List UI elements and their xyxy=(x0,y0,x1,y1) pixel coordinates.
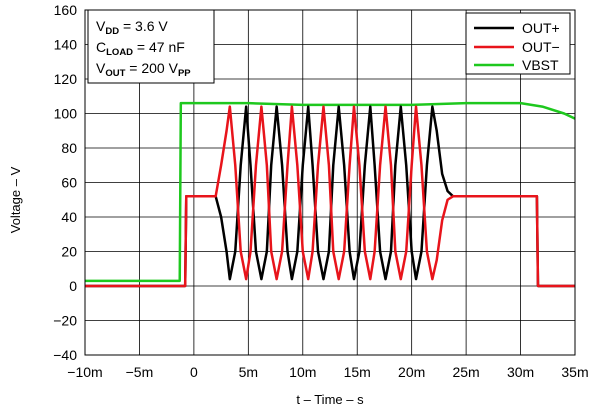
legend-label-vbst: VBST xyxy=(522,57,559,73)
x-axis-label: t – Time – s xyxy=(296,392,364,407)
legend-label-out-plus: OUT+ xyxy=(522,20,560,36)
y-tick-label: 60 xyxy=(61,175,77,191)
x-tick-label: 5m xyxy=(239,364,258,380)
x-tick-label: 15m xyxy=(344,364,371,380)
series-line-vbst xyxy=(85,101,576,283)
annotation-vdd: VDD = 3.6 V xyxy=(96,18,168,37)
y-tick-label: 40 xyxy=(61,209,77,225)
y-tick-label: 160 xyxy=(54,2,78,18)
x-tick-label: 0 xyxy=(190,364,198,380)
y-tick-label: −20 xyxy=(53,313,77,329)
y-tick-label: −40 xyxy=(53,347,77,363)
plot-frame xyxy=(84,9,576,356)
y-tick-label: 100 xyxy=(54,106,78,122)
x-tick-label: 25m xyxy=(452,364,479,380)
y-tick-labels: −40 −20 0 20 40 60 80 100 120 140 160 xyxy=(53,2,77,363)
y-tick-label: 120 xyxy=(54,71,78,87)
y-tick-label: 20 xyxy=(61,244,77,260)
x-tick-label: −5m xyxy=(126,364,154,380)
series-line-out-minus xyxy=(85,105,575,288)
x-tick-label: 20m xyxy=(398,364,425,380)
y-tick-label: 0 xyxy=(69,278,77,294)
series-lines xyxy=(85,101,576,288)
x-tick-label: −10m xyxy=(67,364,102,380)
annotation-box-frame xyxy=(87,9,215,84)
annotation-box: VDD = 3.6 V CLOAD = 47 nF VOUT = 200 VPP xyxy=(87,9,215,84)
x-tick-label: 30m xyxy=(507,364,534,380)
y-axis-label: Voltage – V xyxy=(8,166,23,233)
annotation-cload: CLOAD = 47 nF xyxy=(96,39,185,58)
x-tick-labels: −10m −5m 0 5m 10m 15m 20m 25m 30m 35m xyxy=(67,364,588,380)
y-tick-label: 80 xyxy=(61,140,77,156)
x-tick-label: 10m xyxy=(289,364,316,380)
y-tick-label: 140 xyxy=(54,37,78,53)
legend: OUT+ OUT− VBST xyxy=(465,12,571,75)
annotation-vout: VOUT = 200 VPP xyxy=(96,60,191,79)
legend-label-out-minus: OUT− xyxy=(522,39,560,55)
x-tick-label: 35m xyxy=(561,364,588,380)
series-line-out-plus xyxy=(85,105,575,288)
